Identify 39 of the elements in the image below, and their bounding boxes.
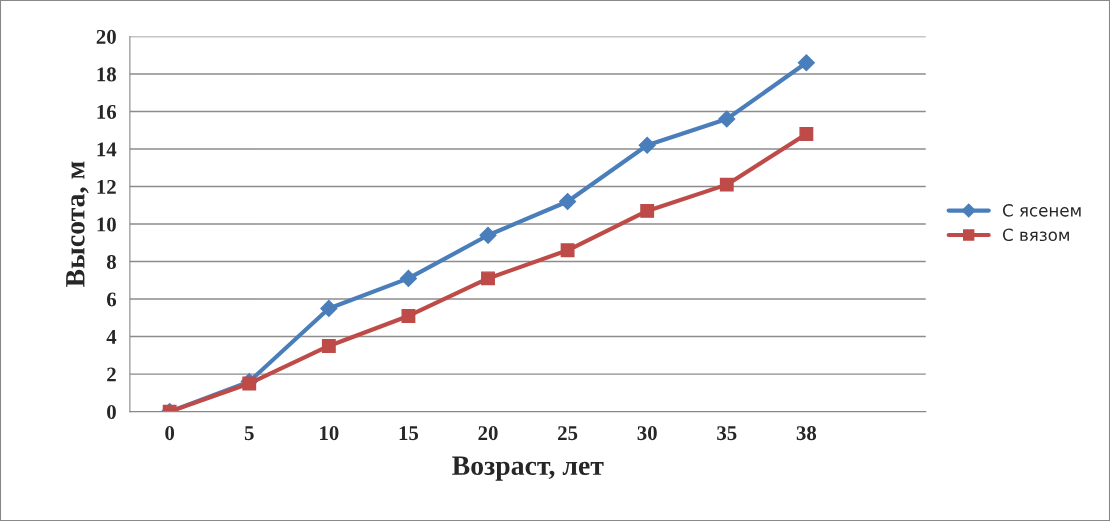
point bbox=[481, 271, 495, 286]
x-tick-label: 15 bbox=[399, 426, 419, 441]
y-tick-label: 6 bbox=[106, 292, 117, 307]
x-tick-label: 38 bbox=[796, 426, 817, 441]
point bbox=[718, 110, 736, 128]
y-tick-label: 2 bbox=[107, 367, 116, 382]
x-tick-label: 25 bbox=[558, 426, 578, 441]
point bbox=[640, 203, 655, 218]
x-axis-title: Возраст, лет bbox=[452, 456, 604, 481]
y-axis-title: Высота, м bbox=[66, 161, 89, 287]
y-tick-label: 14 bbox=[97, 142, 117, 157]
point bbox=[638, 136, 656, 154]
point bbox=[799, 127, 814, 141]
x-tick-label: 5 bbox=[244, 426, 254, 441]
x-tick-label: 10 bbox=[320, 426, 339, 441]
point bbox=[320, 299, 338, 317]
legend-label: С ясенем bbox=[1002, 204, 1081, 217]
y-tick-label: 20 bbox=[96, 29, 116, 44]
x-tick-label: 0 bbox=[165, 426, 175, 441]
x-tick-label: 35 bbox=[717, 426, 737, 441]
x-tick-label: 20 bbox=[478, 426, 498, 441]
point bbox=[242, 376, 257, 391]
y-tick-label: 4 bbox=[106, 330, 117, 344]
y-tick-label: 16 bbox=[97, 104, 117, 119]
legend-label: С вязом bbox=[1002, 228, 1069, 242]
point bbox=[479, 226, 497, 244]
point bbox=[560, 243, 575, 258]
point bbox=[797, 54, 815, 72]
point bbox=[719, 177, 734, 192]
y-tick-label: 10 bbox=[97, 217, 116, 232]
point bbox=[559, 192, 577, 211]
y-tick-label: 8 bbox=[106, 254, 116, 269]
y-tick-label: 12 bbox=[97, 179, 116, 194]
y-tick-label: 0 bbox=[107, 404, 116, 420]
y-tick-label: 18 bbox=[97, 67, 116, 82]
x-tick-label: 30 bbox=[637, 426, 657, 441]
point bbox=[399, 269, 417, 287]
point bbox=[321, 338, 336, 353]
point bbox=[401, 308, 416, 323]
